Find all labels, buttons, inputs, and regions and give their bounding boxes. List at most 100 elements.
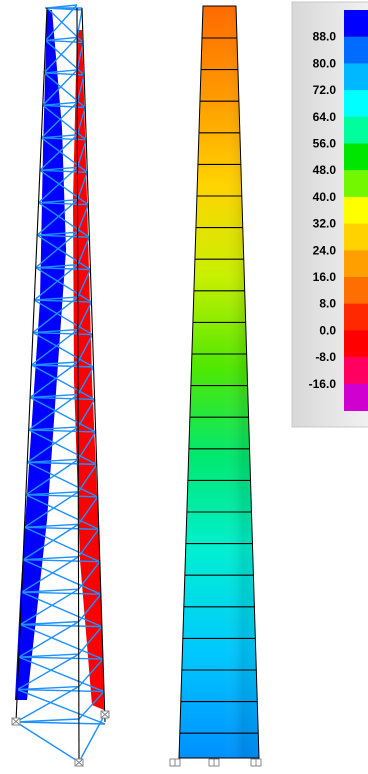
legend-label: -16.0 bbox=[309, 377, 337, 391]
truss-strut bbox=[27, 458, 79, 464]
truss-strut bbox=[28, 426, 79, 431]
legend-swatch bbox=[344, 63, 368, 91]
legend-label: 24.0 bbox=[313, 243, 337, 257]
legend-label: 40.0 bbox=[313, 190, 337, 204]
truss-brace bbox=[77, 496, 99, 525]
truss-strut bbox=[34, 296, 78, 301]
legend-label: 72.0 bbox=[313, 83, 337, 97]
truss-brace bbox=[77, 463, 98, 493]
truss-strut bbox=[34, 299, 92, 303]
legend-swatch bbox=[344, 10, 368, 38]
truss-brace bbox=[26, 461, 98, 498]
truss-brace bbox=[21, 591, 103, 628]
truss-strut bbox=[41, 137, 87, 141]
truss-strut bbox=[17, 688, 104, 693]
truss-brace bbox=[76, 42, 84, 71]
legend-swatch bbox=[344, 143, 368, 171]
truss-brace bbox=[31, 364, 95, 401]
legend-swatch bbox=[344, 223, 368, 251]
truss-brace bbox=[25, 494, 100, 530]
pinned-support-icon bbox=[11, 717, 21, 726]
truss-brace bbox=[36, 199, 79, 236]
truss-strut bbox=[21, 588, 79, 593]
truss-brace bbox=[78, 561, 101, 590]
truss-brace bbox=[26, 426, 79, 463]
truss-brace bbox=[76, 204, 89, 233]
truss-strut bbox=[30, 393, 79, 399]
truss-brace bbox=[77, 269, 92, 298]
truss-brace bbox=[15, 685, 80, 723]
left-chord-force-diagram bbox=[15, 10, 66, 700]
truss-brace bbox=[32, 331, 94, 368]
truss-brace bbox=[43, 72, 86, 108]
truss-brace bbox=[42, 104, 87, 141]
truss-strut bbox=[39, 166, 78, 171]
legend-swatch bbox=[344, 357, 368, 385]
truss-brace bbox=[36, 234, 91, 271]
legend-swatches bbox=[344, 10, 368, 411]
truss-brace bbox=[77, 236, 90, 265]
truss-strut bbox=[15, 721, 106, 725]
legend-label: 48.0 bbox=[313, 163, 337, 177]
truss-strut bbox=[35, 263, 78, 269]
shaft-contour-model bbox=[169, 5, 262, 767]
truss-tower-model bbox=[11, 4, 110, 767]
truss-brace bbox=[18, 621, 80, 658]
truss-strut bbox=[24, 523, 79, 528]
legend-swatch bbox=[344, 36, 368, 64]
truss-brace bbox=[32, 296, 79, 334]
shaft-supports bbox=[169, 758, 262, 767]
truss-brace bbox=[29, 361, 79, 399]
truss-brace bbox=[43, 36, 78, 74]
truss-brace bbox=[28, 393, 79, 431]
truss-brace bbox=[28, 429, 97, 465]
truss-leg bbox=[76, 7, 80, 763]
truss-brace bbox=[31, 328, 79, 366]
legend-label: 80.0 bbox=[313, 56, 337, 70]
color-legend: 88.0 80.0 72.0 64.0 56.0 48.0 40.0 32.0 24.0 16.0… bbox=[291, 1, 368, 428]
truss-strut bbox=[21, 591, 101, 595]
truss-brace bbox=[78, 593, 102, 623]
pinned-support-icon bbox=[208, 758, 220, 767]
truss-brace bbox=[39, 169, 89, 206]
truss-strut bbox=[42, 101, 78, 107]
legend-swatch bbox=[344, 383, 368, 411]
truss-brace bbox=[77, 334, 94, 363]
truss-brace bbox=[22, 559, 102, 595]
truss-brace bbox=[19, 623, 104, 660]
truss-brace bbox=[39, 134, 78, 171]
truss-brace bbox=[45, 4, 78, 41]
truss-chords bbox=[15, 7, 106, 763]
truss-strut bbox=[18, 656, 103, 660]
truss-brace bbox=[17, 688, 106, 725]
truss-strut bbox=[38, 199, 78, 204]
truss-strut bbox=[32, 331, 93, 336]
legend-swatch bbox=[344, 116, 368, 144]
truss-strut bbox=[38, 202, 89, 206]
truss-strut bbox=[42, 104, 86, 109]
truss-brace bbox=[78, 658, 104, 688]
truss-strut bbox=[31, 361, 79, 366]
legend-swatch bbox=[344, 303, 368, 331]
legend-swatch bbox=[344, 277, 368, 305]
legend-labels: 88.0 80.0 72.0 64.0 56.0 48.0 40.0 32.0 24.0 16.0… bbox=[309, 30, 337, 391]
truss-brace bbox=[40, 137, 88, 173]
legend-label: 64.0 bbox=[313, 110, 337, 124]
truss-strut bbox=[25, 491, 79, 496]
legend-label: 8.0 bbox=[319, 297, 336, 311]
truss-brace bbox=[76, 107, 86, 136]
truss-brace bbox=[77, 366, 95, 395]
truss-brace bbox=[18, 656, 105, 693]
truss-strut bbox=[17, 685, 79, 691]
truss-strut bbox=[35, 266, 91, 271]
truss-strut bbox=[37, 234, 90, 238]
truss-brace bbox=[17, 653, 80, 691]
truss-strut bbox=[39, 169, 88, 173]
pinned-support-icon bbox=[74, 758, 84, 767]
truss-strut bbox=[18, 653, 79, 658]
legend-label: 0.0 bbox=[319, 323, 336, 337]
legend-swatch bbox=[344, 170, 368, 198]
legend-label: 16.0 bbox=[313, 270, 337, 284]
truss-brace bbox=[76, 9, 83, 38]
